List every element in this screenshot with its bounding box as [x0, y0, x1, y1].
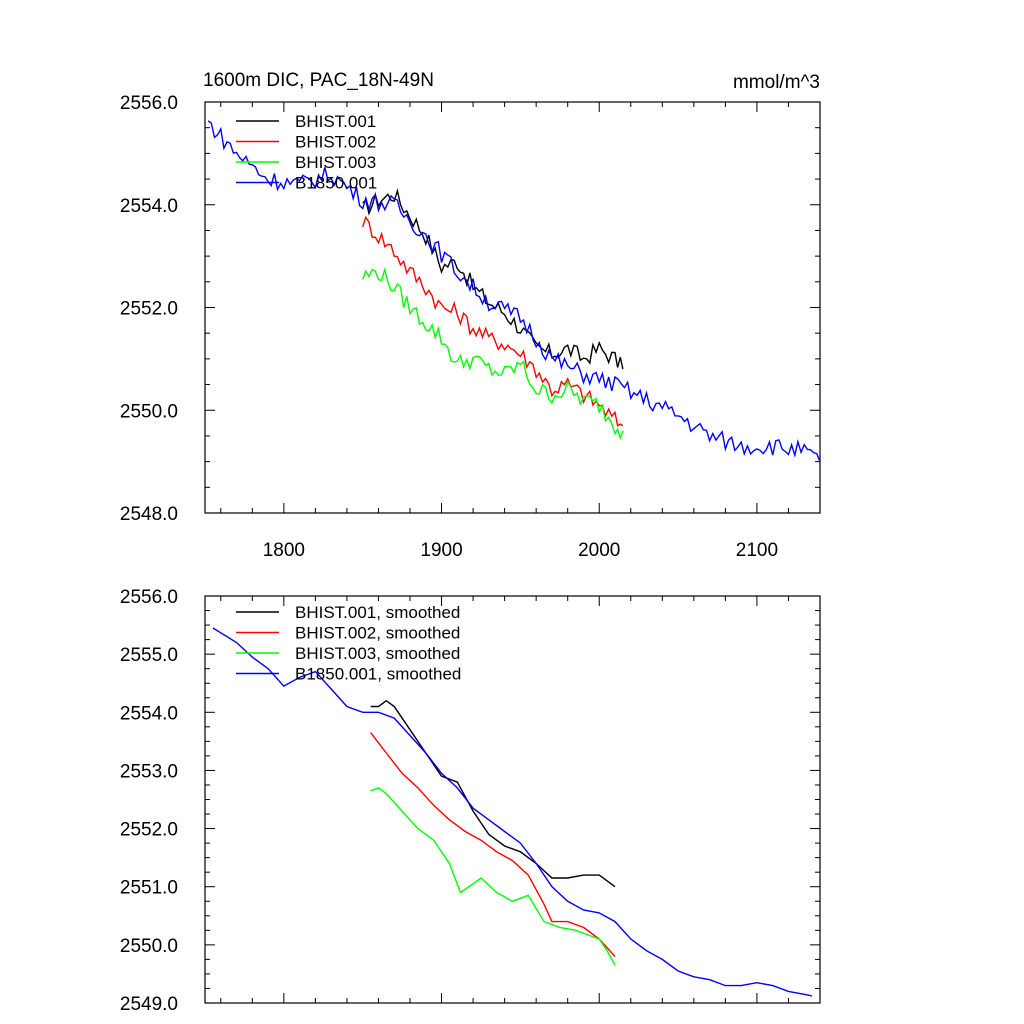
series-line-bhist-003-smoothed: [370, 787, 616, 966]
y-tick-label: 2548.0: [120, 504, 178, 525]
bottom-panel: 2549.0 2550.0 2551.0 2552.0 2553.0 2554.0 2555…: [120, 587, 821, 1015]
y-tick-label: 2554.0: [120, 703, 178, 724]
x-tick-label: 1800: [263, 540, 305, 561]
legend-label: BHIST.003: [295, 153, 376, 172]
y-tick-label: 2550.0: [120, 401, 178, 422]
y-tick-label: 2550.0: [120, 936, 178, 957]
legend-label: BHIST.002: [295, 133, 376, 152]
y-tick-label: 2552.0: [120, 820, 178, 841]
x-tick-label: 1900: [420, 540, 462, 561]
y-tick-label: 2555.0: [120, 645, 178, 666]
series-line-bhist-003: [362, 266, 624, 441]
series-group: [207, 120, 820, 462]
series-line-bhist-002: [362, 215, 624, 427]
series-group: [212, 627, 813, 997]
series-line-b1850-001-smoothed: [212, 627, 813, 997]
x-tick-label: 2000: [578, 540, 620, 561]
y-tick-label: 2551.0: [120, 878, 178, 899]
top-panel: 2548.0 2550.0 2552.0 2554.0 2556.0 1800 1900 20…: [120, 93, 821, 561]
series-line-bhist-001: [362, 188, 624, 370]
series-line-b1850-001: [207, 120, 820, 462]
legend-label: BHIST.001, smoothed: [295, 603, 460, 622]
y-tick-label: 2556.0: [120, 587, 178, 608]
legend-label: BHIST.001: [295, 112, 376, 131]
series-line-bhist-001-smoothed: [370, 699, 616, 888]
y-tick-label: 2554.0: [120, 196, 178, 217]
legend-label: BHIST.003, smoothed: [295, 644, 460, 663]
y-tick-label: 2549.0: [120, 994, 178, 1015]
legend-label: B1850.001, smoothed: [295, 665, 461, 684]
series-line-bhist-002-smoothed: [370, 732, 616, 957]
units-label: mmol/m^3: [733, 72, 820, 93]
y-tick-label: 2556.0: [120, 93, 178, 114]
legend-label: BHIST.002, smoothed: [295, 624, 460, 643]
legend-label: B1850.001: [295, 174, 377, 193]
y-tick-label: 2553.0: [120, 761, 178, 782]
x-tick-label: 2100: [736, 540, 778, 561]
chart-title: 1600m DIC, PAC_18N-49N: [203, 70, 434, 91]
y-tick-label: 2552.0: [120, 299, 178, 320]
